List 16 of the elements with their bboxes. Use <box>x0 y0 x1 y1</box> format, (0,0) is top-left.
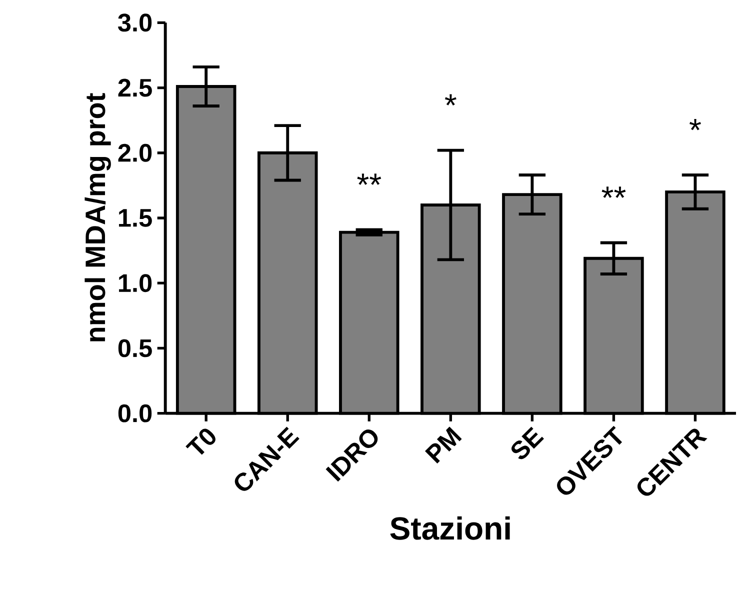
data-label: * <box>690 118 701 130</box>
x-tick-label: T0 <box>186 428 216 455</box>
x-tick-label: SE <box>511 426 544 460</box>
data-label: * <box>444 94 456 106</box>
x-axis-title: Stazioni <box>390 516 510 540</box>
data-label: ** <box>602 186 626 198</box>
y-tick-label: 0.0 <box>118 404 152 422</box>
y-tick-label: 1.5 <box>119 209 152 227</box>
y-tick-label: 1.0 <box>119 274 152 292</box>
data-label: ** <box>357 174 382 185</box>
x-tick-label: PM <box>424 426 462 464</box>
y-tick-label: 2.0 <box>118 144 152 162</box>
y-tick-label: 3.0 <box>118 14 152 32</box>
y-tick-label: 0.5 <box>118 339 152 358</box>
y-tick-label: 2.5 <box>118 78 152 97</box>
y-axis-title: nmol MDA/mg prot <box>84 93 111 342</box>
